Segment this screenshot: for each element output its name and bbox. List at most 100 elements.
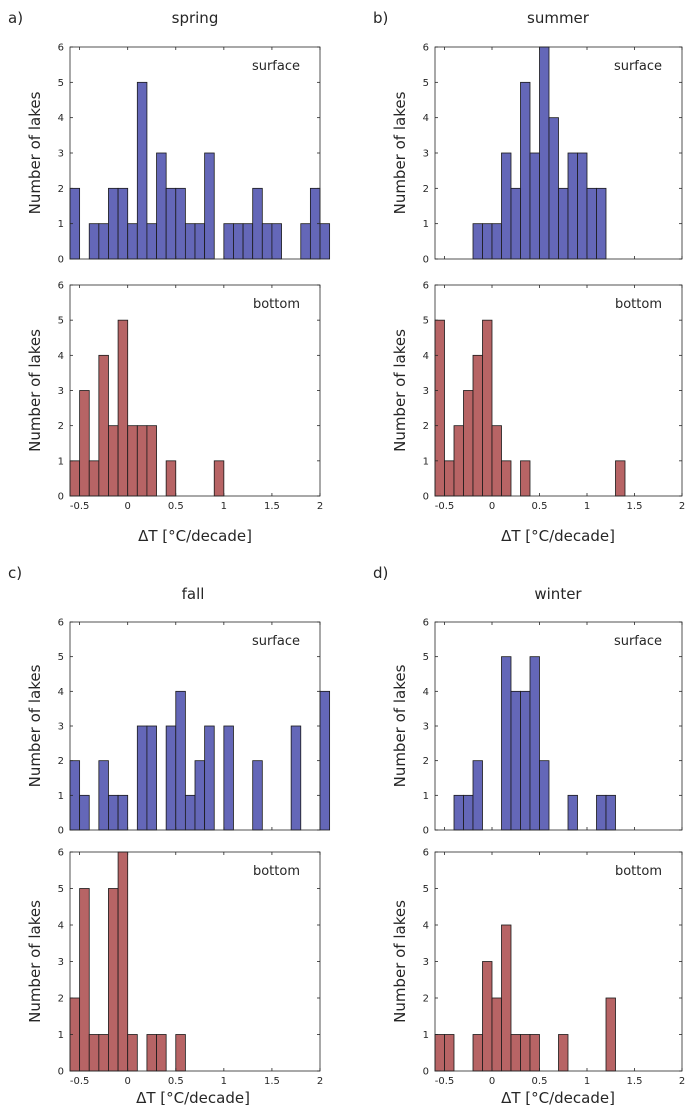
y-tick-label: 5 bbox=[58, 884, 64, 895]
histogram-bar bbox=[491, 997, 502, 1072]
y-tick-label: 5 bbox=[423, 884, 429, 895]
y-tick-label: 1 bbox=[58, 219, 64, 230]
histogram-bar bbox=[204, 152, 215, 260]
x-tick-label: 2 bbox=[317, 1076, 323, 1087]
panel-label: c) bbox=[8, 564, 22, 582]
histogram-bar bbox=[194, 223, 206, 260]
y-tick-label: 3 bbox=[58, 386, 64, 397]
histogram-bar bbox=[558, 1034, 569, 1072]
histogram-bar bbox=[252, 187, 263, 260]
histogram-bar bbox=[463, 390, 474, 497]
x-tick-label: 0 bbox=[125, 1076, 131, 1087]
histogram-bar bbox=[605, 794, 616, 831]
x-tick-label: 2 bbox=[679, 1076, 685, 1087]
histogram-bar bbox=[482, 319, 493, 497]
histogram-bar bbox=[615, 460, 626, 497]
histogram-bar bbox=[88, 1034, 100, 1072]
x-tick-label: 0.5 bbox=[168, 1076, 184, 1087]
y-tick-label: 3 bbox=[58, 957, 64, 968]
y-tick-label: 2 bbox=[423, 421, 429, 432]
histogram-bar bbox=[605, 997, 616, 1072]
y-tick-label: 2 bbox=[423, 994, 429, 1005]
y-tick-label: 1 bbox=[58, 791, 64, 802]
histogram-bar bbox=[175, 690, 186, 831]
panel-label: a) bbox=[8, 9, 23, 27]
histogram-bar bbox=[520, 81, 531, 260]
histogram-bar bbox=[520, 460, 531, 497]
y-tick-label: 3 bbox=[423, 386, 429, 397]
histogram-bar bbox=[586, 187, 597, 260]
histogram-bar bbox=[223, 223, 234, 260]
y-axis-label: Number of lakes bbox=[26, 900, 44, 1023]
panel-winter: d) winter 0 1 2 3 4 5 6 surface Number of lakes 0 1 2… bbox=[373, 564, 685, 1107]
y-tick-label: 6 bbox=[423, 43, 429, 54]
y-tick-label: 5 bbox=[58, 78, 64, 89]
histogram-bar bbox=[444, 460, 455, 497]
x-tick-label: 0 bbox=[489, 1076, 495, 1087]
histogram-bar bbox=[261, 223, 273, 260]
panel-label: b) bbox=[373, 9, 388, 27]
y-tick-label: 1 bbox=[58, 456, 64, 467]
y-tick-label: 1 bbox=[423, 791, 429, 802]
panel-label: d) bbox=[373, 564, 388, 582]
x-tick-label: 1 bbox=[221, 1076, 227, 1087]
season-title: winter bbox=[534, 585, 582, 603]
y-tick-label: 4 bbox=[423, 921, 429, 932]
histogram-bar bbox=[165, 460, 177, 497]
histogram-bar bbox=[146, 725, 157, 831]
histogram-bar bbox=[136, 81, 148, 260]
x-tick-label: 1 bbox=[221, 501, 227, 512]
season-title: spring bbox=[172, 9, 219, 27]
histogram-bar bbox=[558, 187, 569, 260]
histogram-bar bbox=[567, 794, 578, 831]
x-tick-label: 1 bbox=[584, 501, 590, 512]
histogram-spring-surface: 0 1 2 3 4 5 6 surface Number of lakes bbox=[26, 43, 331, 266]
panel-spring: a) spring 0 1 2 3 4 5 6 surface Number of lakes 0 1 2… bbox=[8, 9, 331, 545]
y-tick-label: 2 bbox=[58, 994, 64, 1005]
histogram-bar bbox=[567, 152, 578, 260]
histogram-bar bbox=[98, 223, 109, 260]
histogram-bar bbox=[596, 187, 607, 260]
histogram-bar bbox=[242, 223, 254, 260]
histogram-bar bbox=[98, 760, 109, 831]
histogram-bar bbox=[213, 460, 225, 497]
histogram-bar bbox=[472, 1034, 483, 1072]
histogram-bar bbox=[252, 760, 263, 831]
season-title: summer bbox=[527, 9, 590, 27]
histogram-bar bbox=[434, 319, 445, 497]
y-axis-label: Number of lakes bbox=[391, 329, 409, 452]
y-tick-label: 1 bbox=[58, 1030, 64, 1041]
histogram-bar bbox=[88, 223, 100, 260]
histogram-bar bbox=[223, 725, 234, 831]
histogram-summer-surface: 0 1 2 3 4 5 6 surface Number of lakes bbox=[391, 43, 683, 266]
histogram-bar bbox=[300, 223, 311, 260]
histogram-bar bbox=[88, 460, 100, 497]
histogram-bar bbox=[596, 794, 607, 831]
histogram-bar bbox=[146, 425, 157, 497]
y-tick-label: 4 bbox=[423, 351, 429, 362]
histogram-bar bbox=[444, 1034, 455, 1072]
y-tick-label: 3 bbox=[423, 957, 429, 968]
histogram-bar bbox=[127, 425, 138, 497]
y-axis-label: Number of lakes bbox=[26, 91, 44, 214]
x-axis-label: ΔT [°C/decade] bbox=[136, 1089, 250, 1107]
histogram-bar bbox=[127, 223, 138, 260]
histogram-bar bbox=[184, 794, 196, 831]
histogram-bar bbox=[136, 425, 148, 497]
histogram-bar bbox=[482, 223, 493, 260]
y-tick-label: 6 bbox=[423, 281, 429, 292]
x-tick-label: 0.5 bbox=[168, 501, 184, 512]
plot-label: bottom bbox=[615, 297, 662, 312]
histogram-bar bbox=[501, 924, 512, 1072]
y-tick-label: 3 bbox=[423, 722, 429, 733]
x-tick-label: -0.5 bbox=[70, 501, 90, 512]
x-tick-label: 1 bbox=[584, 1076, 590, 1087]
histogram-bar bbox=[136, 725, 148, 831]
y-tick-label: 6 bbox=[58, 43, 64, 54]
panel-fall: c) fall 0 1 2 3 4 5 6 surface Number of lakes 0 1 2 3 4… bbox=[8, 564, 331, 1107]
histogram-bar bbox=[146, 223, 157, 260]
histogram-bar bbox=[117, 851, 129, 1072]
y-tick-label: 0 bbox=[423, 1067, 429, 1078]
y-axis-label: Number of lakes bbox=[26, 664, 44, 787]
